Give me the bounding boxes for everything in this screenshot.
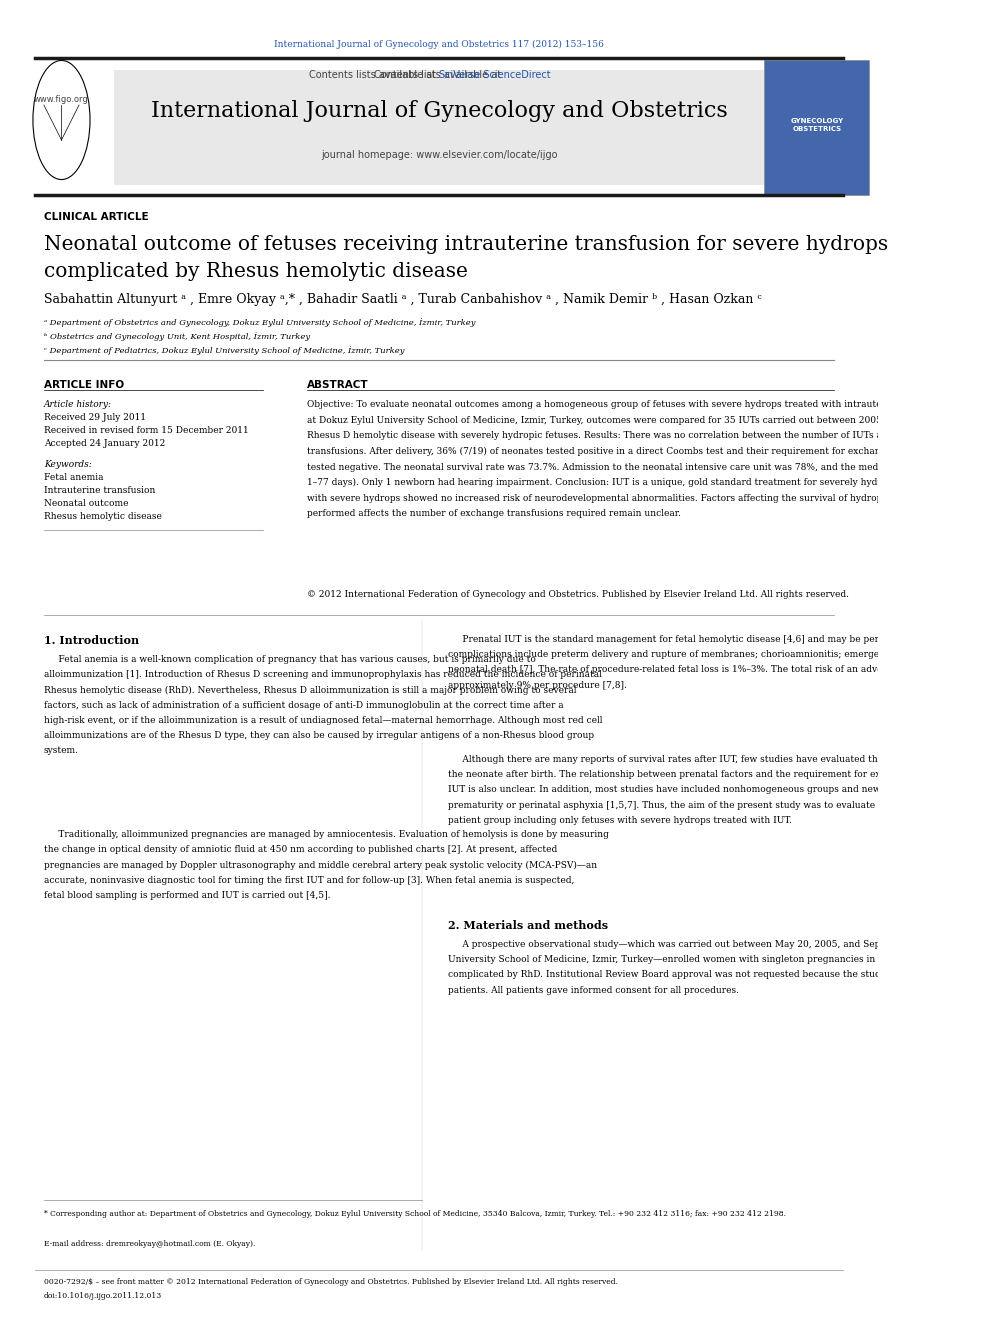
Text: Rhesus hemolytic disease (RhD). Nevertheless, Rhesus D alloimmunization is still: Rhesus hemolytic disease (RhD). Neverthe…	[44, 685, 576, 695]
Text: Objective: To evaluate neonatal outcomes among a homogeneous group of fetuses wi: Objective: To evaluate neonatal outcomes…	[308, 400, 992, 409]
Text: 1. Introduction: 1. Introduction	[44, 635, 139, 646]
Text: * Corresponding author at: Department of Obstetrics and Gynecology, Dokuz Eylul : * Corresponding author at: Department of…	[44, 1211, 786, 1218]
Text: pregnancies are managed by Doppler ultrasonography and middle cerebral artery pe: pregnancies are managed by Doppler ultra…	[44, 860, 597, 869]
Text: Fetal anemia is a well-known complication of pregnancy that has various causes, : Fetal anemia is a well-known complicatio…	[44, 655, 536, 664]
Text: prematurity or perinatal asphyxia [1,5,7]. Thus, the aim of the present study wa: prematurity or perinatal asphyxia [1,5,7…	[448, 800, 992, 810]
Text: doi:10.1016/j.ijgo.2011.12.013: doi:10.1016/j.ijgo.2011.12.013	[44, 1293, 162, 1301]
Text: GYNECOLOGY
OBSTETRICS: GYNECOLOGY OBSTETRICS	[791, 118, 843, 132]
Text: IUT is also unclear. In addition, most studies have included nonhomogeneous grou: IUT is also unclear. In addition, most s…	[448, 786, 992, 794]
Text: Received in revised form 15 December 2011: Received in revised form 15 December 201…	[44, 426, 249, 435]
Text: Received 29 July 2011: Received 29 July 2011	[44, 413, 146, 422]
Text: patients. All patients gave informed consent for all procedures.: patients. All patients gave informed con…	[448, 986, 739, 995]
Text: complicated by Rhesus hemolytic disease: complicated by Rhesus hemolytic disease	[44, 262, 468, 280]
Text: ᵇ Obstetrics and Gynecology Unit, Kent Hospital, İzmir, Turkey: ᵇ Obstetrics and Gynecology Unit, Kent H…	[44, 332, 310, 341]
Text: ᵃ Department of Obstetrics and Gynecology, Dokuz Eylul University School of Medi: ᵃ Department of Obstetrics and Gynecolog…	[44, 318, 475, 327]
Text: Keywords:: Keywords:	[44, 460, 91, 468]
Text: Rhesus hemolytic disease: Rhesus hemolytic disease	[44, 512, 162, 521]
Text: 1–77 days). Only 1 newborn had hearing impairment. Conclusion: IUT is a unique, : 1–77 days). Only 1 newborn had hearing i…	[308, 478, 992, 487]
Text: 0020-7292/$ – see front matter © 2012 International Federation of Gynecology and: 0020-7292/$ – see front matter © 2012 In…	[44, 1278, 618, 1286]
Text: neonatal death [7]. The rate of procedure-related fetal loss is 1%–3%. The total: neonatal death [7]. The rate of procedur…	[448, 665, 973, 675]
Text: complications include preterm delivery and rupture of membranes; chorioamnioniti: complications include preterm delivery a…	[448, 650, 992, 659]
Text: Accepted 24 January 2012: Accepted 24 January 2012	[44, 439, 165, 448]
Text: ARTICLE INFO: ARTICLE INFO	[44, 380, 124, 390]
Text: transfusions. After delivery, 36% (7/19) of neonates tested positive in a direct: transfusions. After delivery, 36% (7/19)…	[308, 447, 992, 456]
Text: tested negative. The neonatal survival rate was 73.7%. Admission to the neonatal: tested negative. The neonatal survival r…	[308, 463, 992, 471]
Text: fetal blood sampling is performed and IUT is carried out [4,5].: fetal blood sampling is performed and IU…	[44, 890, 330, 900]
Text: Although there are many reports of survival rates after IUT, few studies have ev: Although there are many reports of survi…	[448, 755, 992, 763]
Text: the neonate after birth. The relationship between prenatal factors and the requi: the neonate after birth. The relationshi…	[448, 770, 992, 779]
Text: International Journal of Gynecology and Obstetrics 117 (2012) 153–156: International Journal of Gynecology and …	[274, 40, 604, 49]
Text: ᶜ Department of Pediatrics, Dokuz Eylul University School of Medicine, İzmir, Tu: ᶜ Department of Pediatrics, Dokuz Eylul …	[44, 347, 405, 355]
FancyBboxPatch shape	[764, 60, 869, 194]
Text: Contents lists available at: Contents lists available at	[374, 70, 504, 79]
Text: alloimmunization [1]. Introduction of Rhesus D screening and immunoprophylaxis h: alloimmunization [1]. Introduction of Rh…	[44, 671, 602, 679]
Text: Rhesus D hemolytic disease with severely hydropic fetuses. Results: There was no: Rhesus D hemolytic disease with severely…	[308, 431, 992, 441]
Text: Contents lists available at: Contents lists available at	[309, 70, 439, 79]
Text: performed affects the number of exchange transfusions required remain unclear.: performed affects the number of exchange…	[308, 509, 682, 519]
Text: Prenatal IUT is the standard management for fetal hemolytic disease [4,6] and ma: Prenatal IUT is the standard management …	[448, 635, 992, 644]
Text: Intrauterine transfusion: Intrauterine transfusion	[44, 486, 156, 495]
Text: Traditionally, alloimmunized pregnancies are managed by amniocentesis. Evaluatio: Traditionally, alloimmunized pregnancies…	[44, 830, 609, 839]
Text: 2. Materials and methods: 2. Materials and methods	[448, 919, 608, 931]
Text: Neonatal outcome: Neonatal outcome	[44, 499, 128, 508]
Text: A prospective observational study—which was carried out between May 20, 2005, an: A prospective observational study—which …	[448, 941, 992, 949]
Text: accurate, noninvasive diagnostic tool for timing the first IUT and for follow-up: accurate, noninvasive diagnostic tool fo…	[44, 876, 574, 885]
Text: Neonatal outcome of fetuses receiving intrauterine transfusion for severe hydrop: Neonatal outcome of fetuses receiving in…	[44, 235, 888, 254]
Text: journal homepage: www.elsevier.com/locate/ijgo: journal homepage: www.elsevier.com/locat…	[320, 149, 558, 160]
Text: patient group including only fetuses with severe hydrops treated with IUT.: patient group including only fetuses wit…	[448, 816, 792, 824]
Text: International Journal of Gynecology and Obstetrics: International Journal of Gynecology and …	[151, 101, 727, 122]
Text: © 2012 International Federation of Gynecology and Obstetrics. Published by Elsev: © 2012 International Federation of Gynec…	[308, 590, 849, 599]
FancyBboxPatch shape	[114, 70, 764, 185]
Text: University School of Medicine, Izmir, Turkey—enrolled women with singleton pregn: University School of Medicine, Izmir, Tu…	[448, 955, 992, 964]
Text: Sabahattin Altunyurt ᵃ , Emre Okyay ᵃ,* , Bahadir Saatli ᵃ , Turab Canbahishov ᵃ: Sabahattin Altunyurt ᵃ , Emre Okyay ᵃ,* …	[44, 292, 762, 306]
Text: ABSTRACT: ABSTRACT	[308, 380, 369, 390]
Text: at Dokuz Eylul University School of Medicine, Izmir, Turkey, outcomes were compa: at Dokuz Eylul University School of Medi…	[308, 415, 992, 425]
Text: the change in optical density of amniotic fluid at 450 nm according to published: the change in optical density of amnioti…	[44, 845, 558, 855]
Text: Fetal anemia: Fetal anemia	[44, 474, 103, 482]
Text: alloimmunizations are of the Rhesus D type, they can also be caused by irregular: alloimmunizations are of the Rhesus D ty…	[44, 732, 594, 740]
Text: with severe hydrops showed no increased risk of neurodevelopmental abnormalities: with severe hydrops showed no increased …	[308, 493, 992, 503]
Text: www.figo.org: www.figo.org	[34, 95, 89, 105]
Text: high-risk event, or if the alloimmunization is a result of undiagnosed fetal—mat: high-risk event, or if the alloimmunizat…	[44, 716, 602, 725]
Text: approximately 9% per procedure [7,8].: approximately 9% per procedure [7,8].	[448, 680, 627, 689]
Text: complicated by RhD. Institutional Review Board approval was not requested becaus: complicated by RhD. Institutional Review…	[448, 971, 992, 979]
Text: factors, such as lack of administration of a sufficient dosage of anti-D immunog: factors, such as lack of administration …	[44, 701, 563, 709]
Text: system.: system.	[44, 746, 79, 755]
Text: Article history:: Article history:	[44, 400, 112, 409]
Text: E-mail address: dremreokyay@hotmail.com (E. Okyay).: E-mail address: dremreokyay@hotmail.com …	[44, 1240, 255, 1248]
Text: SciVerse ScienceDirect: SciVerse ScienceDirect	[439, 70, 551, 79]
Text: CLINICAL ARTICLE: CLINICAL ARTICLE	[44, 212, 149, 222]
